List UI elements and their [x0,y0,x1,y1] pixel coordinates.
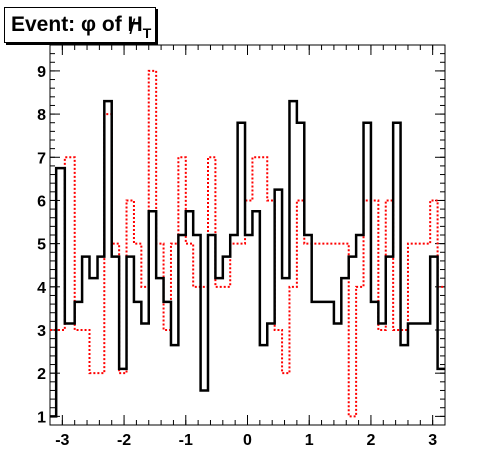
x-tick-label: -3 [55,432,69,449]
y-tick-label: 2 [37,366,46,383]
title-phi: φ [81,13,97,36]
y-tick-label: 1 [37,409,46,426]
y-tick-label: 4 [37,280,46,297]
x-tick-label: 1 [305,432,314,449]
x-tick-label: 0 [243,432,252,449]
title-of: of [96,13,128,36]
x-axis: -3 -2 -1 0 1 2 3 [49,45,446,449]
title-met-slash: / [129,16,136,39]
y-tick-label: 5 [37,237,46,254]
series-dotted [50,69,445,418]
title-met-letter: H [127,13,143,36]
series-solid [50,99,445,418]
y-tick-label: 6 [37,193,46,210]
chart-title: Event: φ of H / T [4,7,156,43]
x-tick-label: -1 [179,432,193,449]
x-tick-label: -2 [117,432,131,449]
series-line [50,99,445,418]
y-tick-label: 7 [37,150,46,167]
x-tick-label: 3 [428,432,437,449]
x-tick-label: 2 [366,432,375,449]
y-tick-label: 8 [37,107,46,124]
title-met: H / [127,13,143,39]
series-line [50,69,445,418]
title-met-sub: T [142,25,152,41]
title-prefix: Event: [11,13,82,36]
series-layer [50,69,445,418]
y-tick-label: 3 [37,323,46,340]
y-tick-label: 9 [37,64,46,81]
